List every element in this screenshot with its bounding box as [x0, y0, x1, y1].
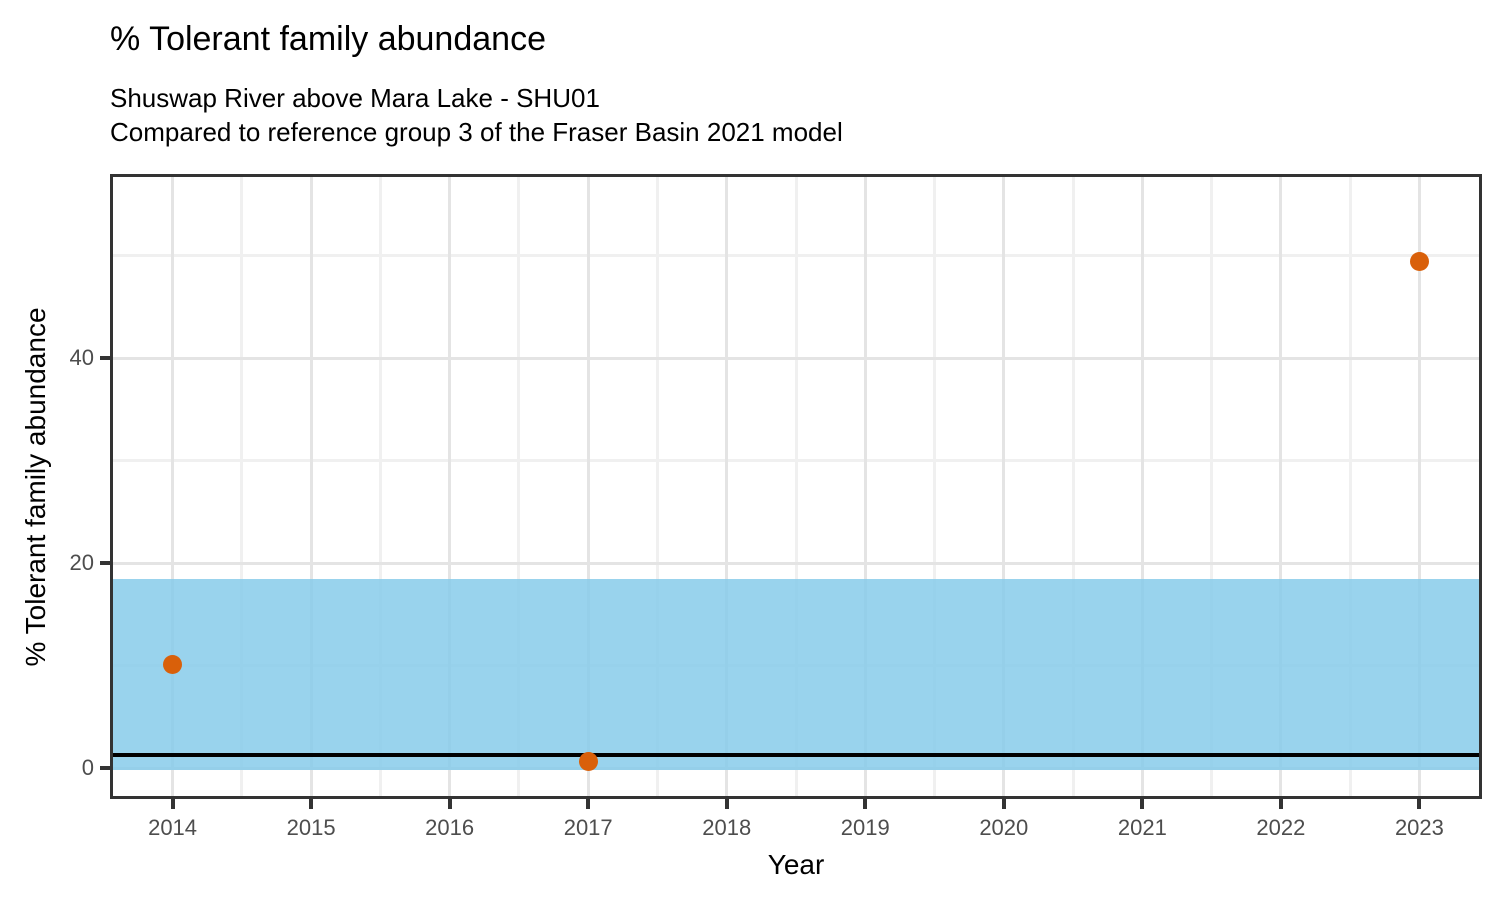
major-gridline-x	[171, 177, 175, 796]
y-axis-tick	[100, 766, 110, 771]
major-gridline-x	[1140, 177, 1144, 796]
x-axis-tick	[1417, 799, 1422, 809]
major-gridline-y	[113, 356, 1479, 360]
minor-gridline-y	[113, 459, 1479, 463]
y-axis-label: % Tolerant family abundance	[20, 306, 51, 667]
x-axis-tick	[170, 799, 175, 809]
x-tick-label: 2018	[702, 815, 752, 840]
x-axis-tick	[863, 799, 868, 809]
major-gridline-y	[113, 561, 1479, 565]
x-axis-tick	[1140, 799, 1145, 809]
minor-gridline-x	[517, 177, 521, 796]
minor-gridline-x	[1071, 177, 1075, 796]
x-axis-tick	[1278, 799, 1283, 809]
x-tick-label: 2017	[563, 815, 613, 840]
chart-subtitle-line-2: Compared to reference group 3 of the Fra…	[110, 117, 843, 147]
x-tick-label: 2020	[979, 815, 1029, 840]
minor-gridline-x	[933, 177, 937, 796]
minor-gridline-x	[240, 177, 244, 796]
minor-gridline-x	[655, 177, 659, 796]
reference-band	[113, 579, 1479, 771]
chart-subtitle-line-1: Shuswap River above Mara Lake - SHU01	[110, 83, 600, 113]
major-gridline-x	[448, 177, 452, 796]
x-tick-label: 2023	[1394, 815, 1444, 840]
x-tick-label: 2016	[425, 815, 475, 840]
chart-subtitle: Shuswap River above Mara Lake - SHU01 Co…	[110, 81, 843, 149]
y-axis-tick	[100, 356, 110, 361]
y-axis-tick	[100, 561, 110, 566]
data-point	[578, 752, 598, 772]
x-tick-label: 2021	[1117, 815, 1167, 840]
y-tick-label: 40	[69, 345, 94, 371]
x-axis-label: Year	[767, 849, 825, 880]
major-gridline-x	[863, 177, 867, 796]
major-gridline-x	[309, 177, 313, 796]
x-axis-tick	[724, 799, 729, 809]
y-tick-label: 0	[81, 755, 94, 781]
major-gridline-x	[725, 177, 729, 796]
x-axis-tick	[1001, 799, 1006, 809]
minor-gridline-x	[378, 177, 382, 796]
major-gridline-x	[1279, 177, 1283, 796]
x-tick-label: 2022	[1256, 815, 1306, 840]
minor-gridline-x	[794, 177, 798, 796]
minor-gridline-x	[1348, 177, 1352, 796]
plot-panel	[110, 174, 1482, 799]
data-point	[1409, 252, 1429, 272]
x-tick-label: 2019	[840, 815, 890, 840]
x-axis-tick	[447, 799, 452, 809]
x-axis-tick	[309, 799, 314, 809]
major-gridline-x	[586, 177, 590, 796]
x-tick-label: 2014	[148, 815, 198, 840]
reference-line	[113, 752, 1479, 757]
data-point	[163, 654, 183, 674]
minor-gridline-x	[1210, 177, 1214, 796]
y-tick-label: 20	[69, 550, 94, 576]
minor-gridline-y	[113, 254, 1479, 257]
x-tick-label: 2015	[286, 815, 336, 840]
major-gridline-x	[1417, 177, 1421, 796]
x-axis-tick	[586, 799, 591, 809]
chart-title: % Tolerant family abundance	[110, 20, 546, 58]
major-gridline-x	[1002, 177, 1006, 796]
